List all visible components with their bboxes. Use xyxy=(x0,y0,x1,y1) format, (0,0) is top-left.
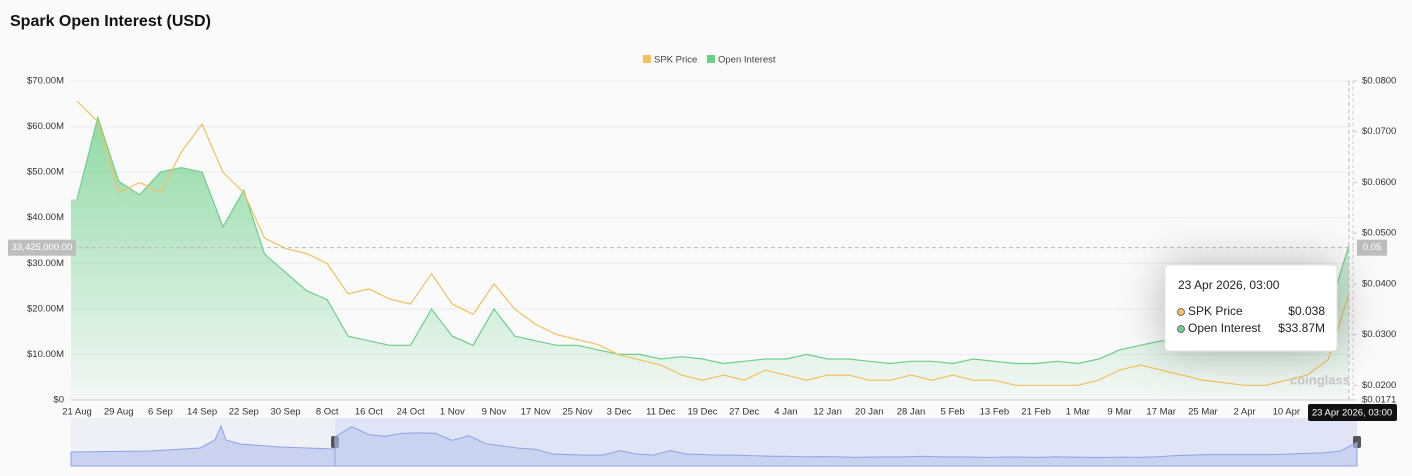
x-tick-label: 2 Apr xyxy=(1234,407,1256,418)
x-tick-label: 27 Dec xyxy=(729,407,759,418)
y-tick-label: $60.00M xyxy=(27,121,64,132)
y2-tick-label: $0.0171 xyxy=(1362,395,1396,406)
area-line xyxy=(76,115,1350,365)
y2-tick-label: $0.0500 xyxy=(1362,228,1396,239)
navigator-area xyxy=(334,426,1358,467)
x-tick-label: 28 Jan xyxy=(897,407,926,418)
x-tick-label: 10 Apr xyxy=(1273,407,1300,418)
navigator-history xyxy=(70,424,336,467)
x-tick-label: 9 Nov xyxy=(482,407,507,418)
x-tick-label: 4 Jan xyxy=(774,407,797,418)
x-tick-label: 24 Oct xyxy=(397,407,425,418)
x-tick-label: 6 Sep xyxy=(148,407,173,418)
legend-swatch xyxy=(643,55,651,63)
y-tick-label: $10.00M xyxy=(27,349,64,360)
crosshair-y-label-bg xyxy=(8,239,76,256)
navigator xyxy=(70,418,1361,467)
tooltip-box xyxy=(1164,264,1338,352)
x-tick-label: 9 Mar xyxy=(1107,407,1131,418)
x-tick-label: 1 Mar xyxy=(1066,407,1090,418)
tooltip-dot xyxy=(1177,308,1185,316)
x-tick-label: 1 Nov xyxy=(440,407,465,418)
crosshair-y2-label-bg xyxy=(1357,239,1387,256)
legend-swatch xyxy=(707,55,715,63)
y-tick-label: $20.00M xyxy=(27,303,64,314)
x-tick-label: 13 Feb xyxy=(980,407,1010,418)
crosshair-x-label: 23 Apr 2026, 03:00 xyxy=(1312,408,1392,419)
x-tick-label: 17 Mar xyxy=(1146,407,1176,418)
tooltip-title: 23 Apr 2026, 03:00 xyxy=(1178,278,1280,292)
tooltip: 23 Apr 2026, 03:00 SPK Price $0.038 Open In… xyxy=(1164,264,1338,352)
tooltip-dot xyxy=(1177,325,1185,333)
x-tick-label: 3 Dec xyxy=(607,407,632,418)
y-tick-label: $70.00M xyxy=(27,76,64,87)
x-tick-label: 20 Jan xyxy=(855,407,884,418)
x-tick-label: 22 Sep xyxy=(229,407,259,418)
x-tick-label: 5 Feb xyxy=(941,407,965,418)
x-tick-label: 16 Oct xyxy=(355,407,383,418)
crosshair-y2-label: 0.05 xyxy=(1363,242,1382,253)
chart-title: Spark Open Interest (USD) xyxy=(10,13,211,30)
y2-tick-label: $0.0400 xyxy=(1362,278,1396,289)
y2-tick-label: $0.0600 xyxy=(1362,177,1396,188)
y-tick-label: $0 xyxy=(53,395,64,406)
x-tick-label: 11 Dec xyxy=(646,407,676,418)
tooltip-value: $0.038 xyxy=(1288,304,1325,318)
plot-area xyxy=(71,100,1350,400)
tooltip-series: Open Interest xyxy=(1188,321,1261,335)
x-tick-label: 19 Dec xyxy=(687,407,717,418)
axes: $0 $10.00M $20.00M $30.00M $40.00M $50.00M $60… xyxy=(27,76,1396,418)
overlay: 23 Apr 2026, 03:00 SPK Price Open Interest… xyxy=(8,55,1397,421)
x-tick-label: 12 Jan xyxy=(813,407,842,418)
tooltip-series: SPK Price xyxy=(1188,304,1243,318)
crosshair-x-label-bg xyxy=(1308,404,1397,421)
x-tick-label: 21 Aug xyxy=(62,407,92,418)
x-tick-label: 25 Nov xyxy=(562,407,592,418)
y-tick-label: $40.00M xyxy=(27,212,64,223)
area xyxy=(71,117,1349,400)
y2-tick-label: $0.0300 xyxy=(1362,329,1396,340)
x-tick-label: 14 Sep xyxy=(187,407,217,418)
line xyxy=(76,100,1350,386)
y-tick-label: $50.00M xyxy=(27,167,64,178)
x-tick-label: 17 Nov xyxy=(521,407,551,418)
x-tick-label: 8 Oct xyxy=(316,407,339,418)
crosshair-y-label: 33,425,000.00 xyxy=(12,242,73,253)
y2-tick-label: $0.0200 xyxy=(1362,380,1396,391)
watermark: coinglass xyxy=(1290,372,1350,387)
legend-label: SPK Price xyxy=(654,55,697,66)
y2-tick-label: $0.0700 xyxy=(1362,126,1396,137)
x-tick-label: 29 Aug xyxy=(104,407,134,418)
x-tick-label: 21 Feb xyxy=(1021,407,1051,418)
legend: SPK Price Open Interest xyxy=(643,55,776,66)
tooltip-value: $33.87M xyxy=(1278,321,1325,335)
x-tick-label: 30 Sep xyxy=(270,407,300,418)
y-tick-label: $30.00M xyxy=(27,258,64,269)
x-tick-label: 25 Mar xyxy=(1188,407,1218,418)
y2-tick-label: $0.0800 xyxy=(1362,76,1396,87)
legend-label: Open Interest xyxy=(718,55,776,66)
